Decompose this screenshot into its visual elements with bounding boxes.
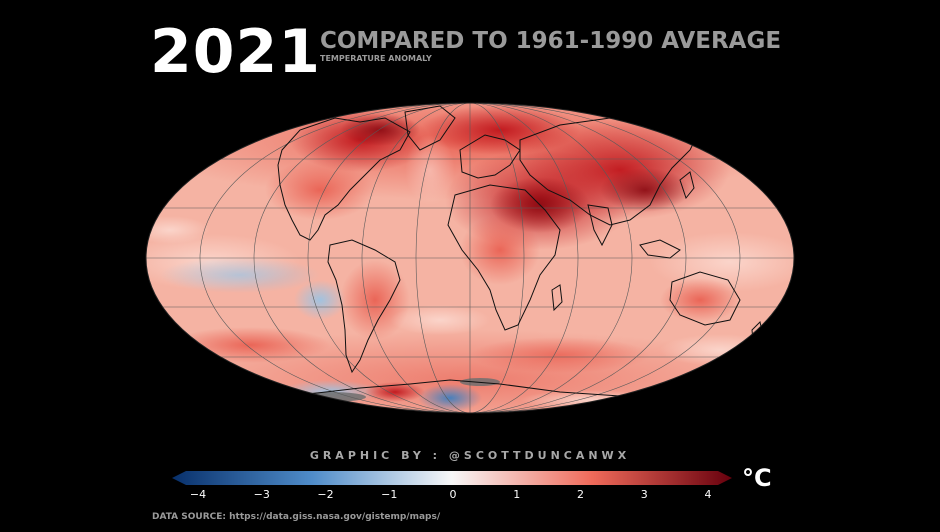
globe-outline: [145, 102, 795, 414]
year-title: 2021: [150, 17, 321, 87]
coastlines: [277, 105, 765, 401]
headline: COMPARED TO 1961-1990 AVERAGE: [320, 28, 782, 54]
graticule: [146, 103, 794, 413]
colorbar-tick-label: 1: [513, 488, 520, 501]
colorbar-tick-label: −2: [317, 488, 333, 501]
colorbar-tick-label: 0: [450, 488, 457, 501]
unit-label: °C: [742, 464, 772, 492]
colorbar-bar: [172, 471, 732, 485]
colorbar-tick-label: 4: [705, 488, 712, 501]
colorbar-tick-label: 3: [641, 488, 648, 501]
colorbar-ticks: −4 −3 −2 −1 0 1 2 3 4: [190, 488, 712, 501]
colorbar-tick-label: −3: [254, 488, 270, 501]
data-source: DATA SOURCE: https://data.giss.nasa.gov/…: [152, 512, 441, 522]
graphic-credit: GRAPHIC BY : @SCOTTDUNCANWX: [309, 449, 631, 462]
colorbar-tick-label: 2: [577, 488, 584, 501]
colorbar: −4 −3 −2 −1 0 1 2 3 4: [172, 471, 732, 501]
colorbar-tick-label: −4: [190, 488, 206, 501]
subheadline: TEMPERATURE ANOMALY: [320, 54, 432, 63]
anomaly-field: [146, 103, 794, 413]
colorbar-tick-label: −1: [381, 488, 397, 501]
